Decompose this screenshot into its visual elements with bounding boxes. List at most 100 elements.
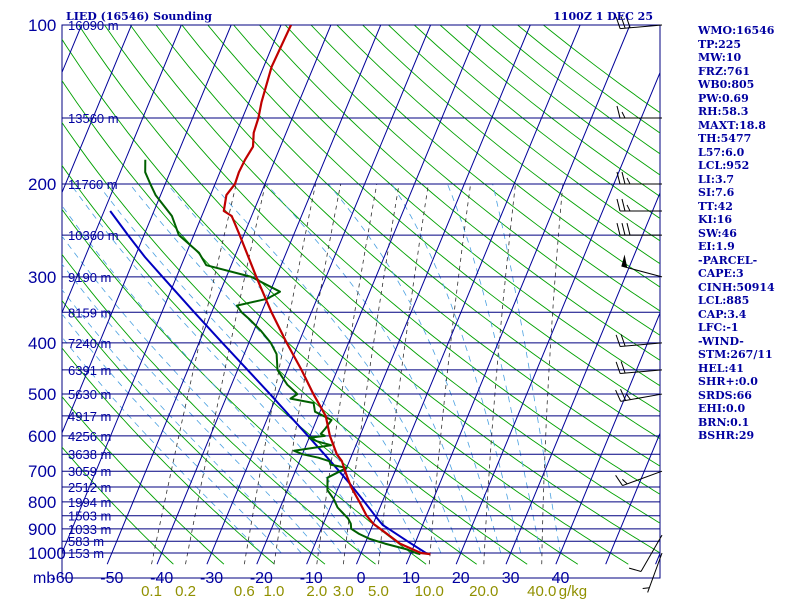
mixing-ratio-line [541, 183, 564, 565]
wind-barb-feather [626, 222, 631, 236]
pressure-tick-label: 100 [28, 16, 56, 35]
wind-barb-feather [616, 105, 621, 119]
wind-barbs [615, 15, 663, 593]
wind-barb-feather [621, 171, 626, 185]
height-label: 5630 m [68, 387, 111, 402]
temperature-trace [222, 25, 431, 556]
wind-barb-feather [620, 388, 627, 401]
height-label: 4917 m [68, 409, 111, 424]
isotherm-line [455, 71, 660, 565]
mixing-ratio-line [273, 183, 342, 565]
wind-barb [616, 105, 662, 119]
temperature-tick-label: -40 [150, 570, 173, 587]
isotherm-line [355, 25, 581, 565]
height-label: 3638 m [68, 447, 111, 462]
moist-adiabat-line [62, 313, 282, 554]
height-label: 2512 m [68, 480, 111, 495]
wind-barb-staff [620, 24, 663, 30]
wind-barb-feather [615, 475, 623, 486]
wind-barb-feather [620, 334, 626, 347]
wind-barb-staff [640, 534, 663, 572]
sounding-index-item: LCL:885 [698, 294, 750, 307]
isotherm-line [256, 25, 481, 565]
moist-adiabat-line [212, 183, 462, 554]
wind-barb [621, 254, 663, 278]
moist-adiabat-line [447, 183, 541, 554]
sounding-index-item: -PARCEL- [698, 253, 758, 267]
parcel-trace [109, 210, 431, 556]
chart-title: LIED (16546) Sounding [66, 10, 212, 23]
pressure-tick-label: 800 [28, 493, 56, 512]
sounding-index-item: SRDS:66 [698, 388, 752, 402]
wind-barb-feather [615, 16, 621, 29]
isotherm-line [306, 25, 531, 565]
dry-adiabat-line [62, 299, 326, 565]
sounding-index-item: MW:10 [698, 51, 742, 64]
height-label: 9190 m [68, 270, 111, 285]
sounding-index-item: HEL:41 [698, 361, 744, 375]
dry-adiabat-line [62, 347, 275, 565]
wind-barb-feather [622, 478, 628, 485]
isotherm-line [605, 431, 660, 565]
isotherm-line [505, 191, 660, 565]
height-label: 4256 m [68, 429, 111, 444]
pressure-tick-label: 700 [28, 462, 56, 481]
sounding-indices: WMO:16546 TP:225 MW:10 FRZ:761 WB0:805 PW:0.6… [698, 24, 798, 443]
isotherm-line [106, 25, 332, 565]
height-label: 7240 m [68, 336, 111, 351]
temperature-tick-label: 30 [502, 570, 520, 587]
wind-barb-staff [621, 265, 663, 278]
sounding-index-item: LCL:952 [698, 159, 750, 172]
sounding-index-item: EHI:0.0 [698, 402, 746, 415]
mixing-ratio-label: 0.1 [141, 583, 162, 600]
dry-adiabat-line [284, 25, 660, 336]
wind-barb-staff [620, 342, 663, 348]
sounding-index-item: LFC:-1 [698, 321, 739, 334]
mixing-ratio-line [483, 183, 516, 565]
pressure-tick-label: 400 [28, 334, 56, 353]
dry-adiabat-line [181, 25, 660, 440]
wind-barb-feather [616, 171, 621, 185]
plot-frame [61, 24, 661, 579]
mixing-ratio-line [185, 183, 266, 565]
wind-barb-feather [616, 222, 621, 236]
height-label: 3059 m [68, 464, 111, 479]
sounding-index-item: KI:16 [698, 213, 733, 226]
wind-barb-feather [625, 15, 631, 28]
wind-barb-feather [626, 393, 631, 400]
temperature-tick-label: -20 [250, 570, 273, 587]
wind-barb-feather [621, 222, 626, 236]
isotherm-line [156, 25, 382, 565]
mixing-ratio-line [151, 183, 237, 565]
wind-barb-feather [615, 389, 622, 402]
sounding-index-item: TT:42 [698, 199, 733, 213]
temperature-tick-label: -10 [300, 570, 323, 587]
height-label: 583 m [68, 534, 104, 549]
mixing-ratio-label: 1.0 [264, 583, 285, 600]
sounding-index-item: BRN:0.1 [698, 415, 750, 429]
wind-barb-feather [616, 198, 621, 212]
moist-adiabat-line [62, 263, 322, 554]
chart-datetime: 1100Z 1 DEC 25 [553, 10, 653, 23]
wind-barb-feather [626, 204, 631, 212]
pressure-tick-label: 900 [28, 520, 56, 539]
dry-adiabat-line [310, 25, 660, 312]
sounding-index-item: STM:267/11 [698, 348, 773, 361]
mixing-ratio-line [343, 183, 400, 565]
height-label: 1503 m [68, 509, 111, 524]
temperature-tick-label: -60 [50, 570, 73, 587]
isotherm-line [0, 25, 32, 564]
mixing-ratio-label: 5.0 [368, 583, 389, 600]
sounding-index-item: SI:7.6 [698, 186, 735, 199]
wind-barb [616, 198, 662, 212]
mixing-ratio-line [243, 183, 316, 565]
sounding-index-item: RH:58.3 [698, 105, 749, 118]
mixing-ratio-label: 40.0 [527, 583, 556, 600]
pressure-tick-label: 500 [28, 385, 56, 404]
mixing-ratio-label: 10.0 [415, 583, 444, 600]
pressure-tick-label: 1000 [28, 544, 66, 563]
wind-barb [628, 534, 663, 572]
sounding-index-item: PW:0.69 [698, 91, 749, 105]
wind-barb [616, 222, 662, 236]
wind-barb-staff [620, 393, 663, 402]
